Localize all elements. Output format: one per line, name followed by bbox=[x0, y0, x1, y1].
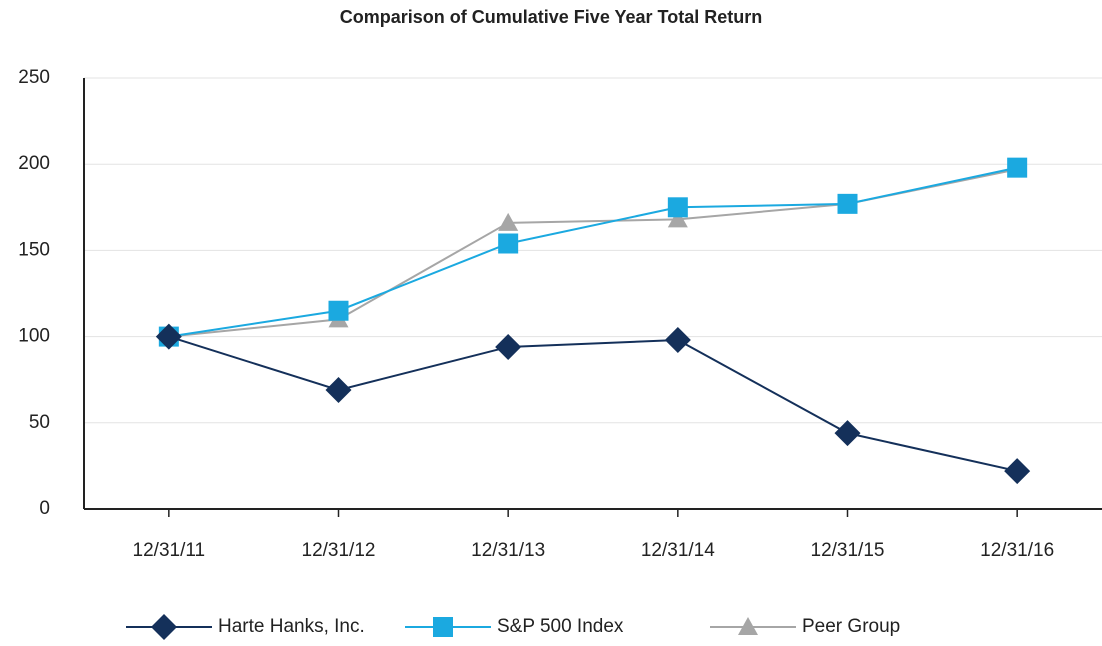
y-tick-label: 200 bbox=[18, 153, 50, 174]
series-line bbox=[168, 335, 1018, 473]
marker bbox=[495, 333, 522, 360]
y-tick-label: 250 bbox=[18, 67, 50, 88]
marker bbox=[664, 327, 691, 354]
marker bbox=[667, 209, 688, 228]
marker bbox=[1004, 458, 1031, 485]
legend-label: S&P 500 Index bbox=[497, 616, 624, 637]
marker bbox=[498, 233, 519, 254]
marker bbox=[328, 300, 349, 321]
y-tick-label: 150 bbox=[18, 239, 50, 260]
marker bbox=[834, 420, 861, 447]
x-tick-label: 12/31/11 bbox=[133, 540, 206, 561]
legend-label: Harte Hanks, Inc. bbox=[218, 616, 365, 637]
x-tick-label: 12/31/16 bbox=[980, 540, 1054, 561]
legend-label: Peer Group bbox=[802, 616, 900, 637]
marker bbox=[325, 377, 352, 404]
marker bbox=[837, 193, 858, 214]
marker bbox=[155, 323, 182, 350]
y-tick-label: 50 bbox=[29, 412, 50, 433]
marker bbox=[433, 617, 453, 637]
x-tick-label: 12/31/15 bbox=[811, 540, 885, 561]
x-tick-label: 12/31/13 bbox=[471, 540, 545, 561]
marker bbox=[498, 212, 519, 231]
chart-title: Comparison of Cumulative Five Year Total… bbox=[340, 7, 762, 27]
x-tick-label: 12/31/12 bbox=[302, 540, 376, 561]
series-line bbox=[168, 166, 1018, 338]
y-tick-label: 100 bbox=[18, 326, 50, 347]
y-tick-label: 0 bbox=[39, 498, 50, 519]
marker bbox=[1007, 157, 1028, 178]
marker bbox=[151, 614, 177, 640]
marker bbox=[738, 617, 758, 635]
x-tick-label: 12/31/14 bbox=[641, 540, 715, 561]
marker bbox=[667, 197, 688, 218]
